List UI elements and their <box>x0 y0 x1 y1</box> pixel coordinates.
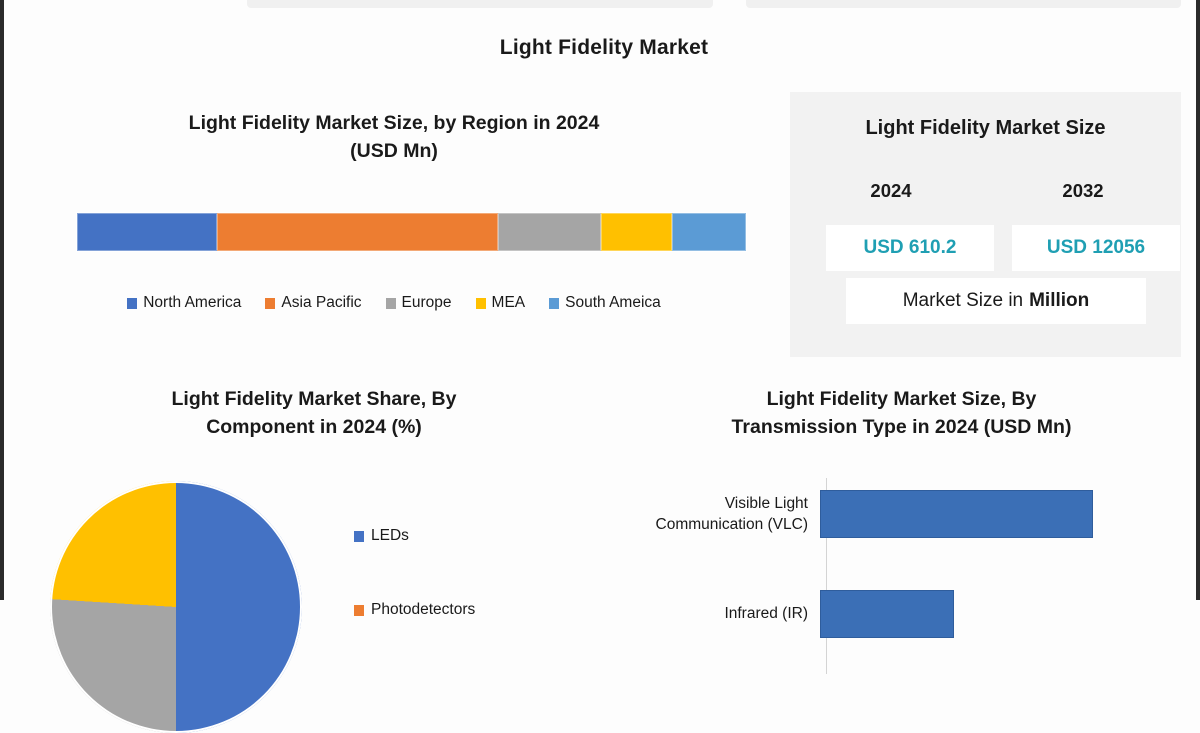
region-bar-segment <box>77 213 218 251</box>
transmission-title-line1: Light Fidelity Market Size, By <box>766 388 1037 410</box>
page-title: Light Fidelity Market <box>499 36 709 59</box>
region-stacked-bar <box>77 213 746 251</box>
component-title-line1: Light Fidelity Market Share, By <box>171 388 457 410</box>
component-pie-chart <box>50 481 302 733</box>
legend-swatch-icon <box>265 297 276 309</box>
market-size-value-end: USD 12056 <box>1012 225 1180 271</box>
region-title-line1: Light Fidelity Market Size, by Region in… <box>188 112 600 134</box>
market-size-year-end: 2032 <box>1062 180 1104 201</box>
region-chart-legend: North America Asia Pacific Europe MEA South … <box>24 294 764 312</box>
legend-swatch-icon <box>354 530 364 542</box>
transmission-bar-row: Infrared (IR) <box>604 582 1199 646</box>
legend-swatch-icon <box>354 604 364 616</box>
component-chart-section: Light Fidelity Market Share, By Componen… <box>14 386 614 733</box>
region-chart-section: Light Fidelity Market Size, by Region in… <box>24 110 764 311</box>
region-title-line2: (USD Mn) <box>350 139 438 162</box>
transmission-bar-label: Infrared (IR) <box>604 603 820 624</box>
component-title-line2: Component in 2024 (%) <box>206 415 422 438</box>
region-legend-item: South Ameica <box>549 294 661 312</box>
component-chart-title: Light Fidelity Market Share, By Componen… <box>14 386 614 441</box>
transmission-bar-label: Visible Light Communication (VLC) <box>604 493 820 536</box>
region-bar-segment <box>672 213 746 251</box>
top-cropped-box-left <box>247 0 713 8</box>
region-legend-item: MEA <box>475 294 526 312</box>
transmission-bar-track <box>820 482 1199 546</box>
component-legend-item: LEDs <box>354 499 475 573</box>
region-chart-title: Light Fidelity Market Size, by Region in… <box>24 110 764 165</box>
region-legend-label: MEA <box>491 294 526 311</box>
transmission-bar-fill <box>820 590 954 638</box>
transmission-bar-fill <box>820 490 1093 538</box>
region-bar-segment <box>497 213 602 251</box>
transmission-bar-track <box>820 582 1199 646</box>
market-size-footnote: Market Size in Million <box>846 278 1146 324</box>
legend-swatch-icon <box>127 297 138 309</box>
market-size-year-start: 2024 <box>870 180 912 201</box>
legend-swatch-icon <box>475 297 486 309</box>
legend-swatch-icon <box>385 297 396 309</box>
transmission-bar-row: Visible Light Communication (VLC) <box>604 482 1199 546</box>
market-size-panel: Light Fidelity Market Size 2024 2032 USD… <box>790 92 1181 357</box>
legend-swatch-icon <box>549 297 560 309</box>
region-legend-label: South Ameica <box>565 294 661 311</box>
region-legend-label: Asia Pacific <box>281 294 362 311</box>
component-legend-label: LEDs <box>371 527 409 544</box>
component-pie-wrap <box>50 481 302 733</box>
region-legend-item: North America <box>127 294 241 312</box>
component-legend-label: Photodetectors <box>371 601 476 618</box>
region-legend-label: North America <box>143 294 242 311</box>
region-bar-segment <box>217 213 498 251</box>
component-chart-legend: LEDs Photodetectors <box>354 499 475 647</box>
transmission-chart-title: Light Fidelity Market Size, By Transmiss… <box>604 386 1199 441</box>
transmission-bar-label-line2: Communication (VLC) <box>655 516 808 533</box>
transmission-chart-section: Light Fidelity Market Size, By Transmiss… <box>604 386 1199 674</box>
market-size-panel-title: Light Fidelity Market Size <box>865 117 1106 139</box>
region-legend-item: Asia Pacific <box>265 294 362 312</box>
market-size-footnote-prefix: Market Size in <box>902 290 1024 311</box>
transmission-title-line2: Transmission Type in 2024 (USD Mn) <box>731 415 1072 438</box>
market-size-footnote-unit: Million <box>1029 290 1090 311</box>
region-bar-segment <box>601 213 673 251</box>
transmission-bar-label-line1: Visible Light <box>724 494 808 512</box>
transmission-axis-line <box>826 478 827 674</box>
transmission-bar-label-line1: Infrared (IR) <box>724 605 808 623</box>
region-legend-label: Europe <box>401 294 452 311</box>
market-size-value-start: USD 610.2 <box>826 225 994 271</box>
component-legend-item: Photodetectors <box>354 573 475 647</box>
top-cropped-box-right <box>746 0 1181 8</box>
transmission-plot-area: Visible Light Communication (VLC) Infrared… <box>604 474 1199 674</box>
region-legend-item: Europe <box>385 294 452 312</box>
